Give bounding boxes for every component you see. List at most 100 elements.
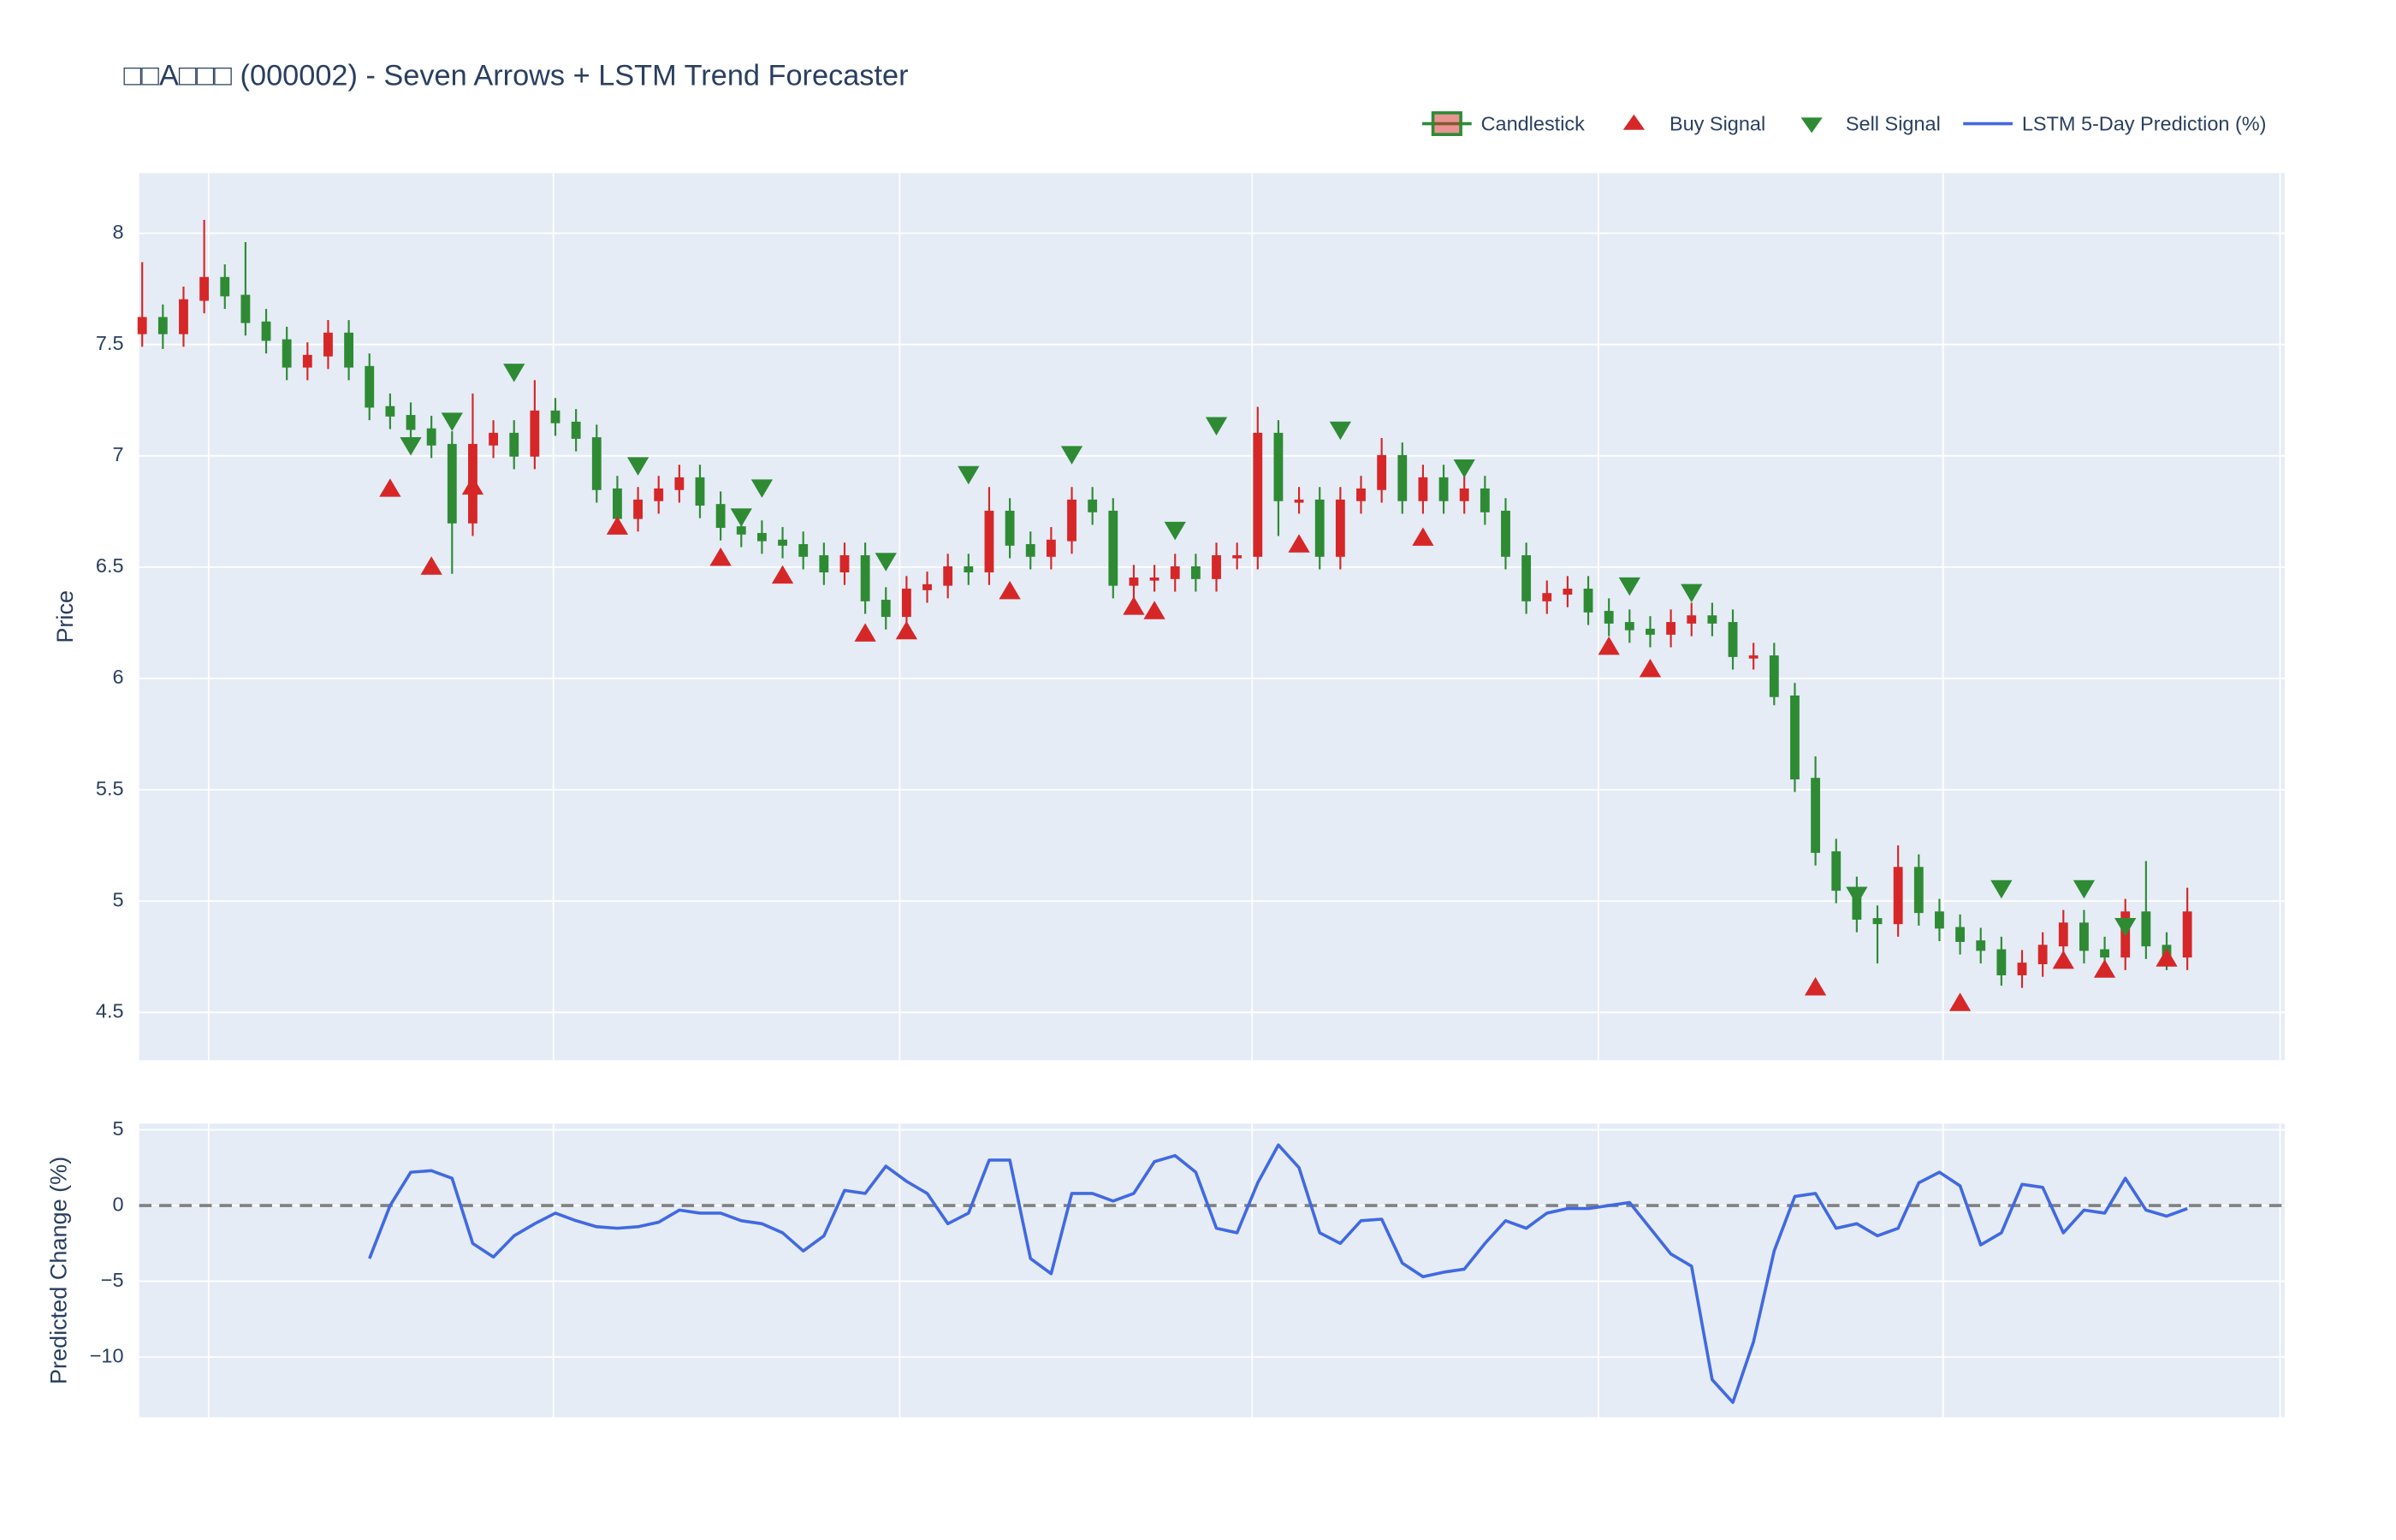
y-tick-label: 8 <box>112 221 123 243</box>
candle-body <box>1521 554 1532 601</box>
candle-body <box>2037 945 2048 964</box>
candle-body <box>1212 554 1221 579</box>
sell-signal <box>1990 880 2013 899</box>
sell-signal <box>503 364 525 382</box>
candle-body <box>1563 589 1573 595</box>
candle-body <box>1646 628 1655 635</box>
buy-signal <box>1123 596 1145 615</box>
candle-body <box>2058 922 2068 947</box>
sell-signal <box>1060 446 1083 465</box>
candle-body <box>1687 615 1697 624</box>
candle-body <box>819 554 829 573</box>
sell-signal <box>626 457 649 476</box>
prediction-plot-area <box>139 1123 2285 1418</box>
candle-body <box>984 510 994 573</box>
candle-body <box>1624 622 1634 631</box>
candle-body <box>756 532 767 542</box>
buy-signal <box>895 620 918 640</box>
candle-body <box>1356 488 1366 501</box>
prediction-line <box>368 1143 2188 1405</box>
candle-body <box>323 332 333 357</box>
candle-body <box>1872 918 1883 925</box>
sell-signal <box>958 465 980 485</box>
buy-signal <box>2156 948 2178 967</box>
candle-body <box>1604 611 1614 624</box>
candle-body <box>1728 622 1738 657</box>
candle-body <box>571 421 581 439</box>
candle-body <box>1831 851 1841 891</box>
candle-body <box>1893 867 1903 925</box>
sell-signal <box>1681 583 1703 603</box>
candle-body <box>137 317 147 335</box>
sell-signal <box>400 436 422 456</box>
candle-body <box>2141 911 2151 947</box>
candle-body <box>2182 911 2192 958</box>
buy-signal <box>2052 950 2074 969</box>
buy-signal <box>1143 601 1165 619</box>
candle-body <box>530 410 540 457</box>
sell-signal <box>1205 417 1228 436</box>
y-tick-label: 6 <box>112 666 123 688</box>
sell-signal <box>1453 459 1475 478</box>
chart-title: □□A□□□ (000002) - Seven Arrows + LSTM Tr… <box>124 59 909 92</box>
candle-body <box>1232 554 1242 559</box>
legend-candle <box>1431 111 1462 136</box>
candle-body <box>1996 949 2007 975</box>
buy-signal <box>420 556 442 575</box>
candle-body <box>1025 543 1035 557</box>
legend: Candlestick Buy Signal Sell Signal LSTM … <box>1421 111 2267 136</box>
candle-body <box>1067 499 1076 542</box>
candle-body <box>943 566 953 586</box>
buy-signal <box>1948 992 1972 1011</box>
y-tick-label: 5 <box>112 1117 123 1140</box>
sell-signal <box>2073 880 2096 899</box>
candle-body <box>302 354 312 368</box>
sell-signal <box>875 553 897 572</box>
buy-signal <box>1598 636 1620 655</box>
candle-body <box>1129 578 1139 586</box>
buy-signal <box>1639 658 1662 678</box>
candle-body <box>1583 589 1593 613</box>
sell-signal <box>1846 886 1868 906</box>
candle-body <box>695 477 705 506</box>
candle-body <box>385 406 395 417</box>
y-tick-label: 5.5 <box>96 777 124 799</box>
candle-body <box>1005 510 1015 546</box>
legend-label[interactable]: Candlestick <box>1481 113 1586 135</box>
buy-signal <box>1804 977 1827 996</box>
legend-label[interactable]: Buy Signal <box>1669 113 1765 135</box>
candle-body <box>179 299 188 335</box>
candle-body <box>1769 655 1779 697</box>
candle-body <box>715 504 726 528</box>
candle-body <box>1707 615 1717 624</box>
candle-body <box>1335 499 1345 557</box>
candle-body <box>1170 566 1180 579</box>
candle-body <box>406 415 416 430</box>
candle-body <box>922 583 932 590</box>
candle-body <box>426 428 436 446</box>
candle-body <box>860 554 870 601</box>
candle-body <box>1046 539 1056 557</box>
candle-body <box>881 600 891 618</box>
candle-body <box>839 554 850 573</box>
candle-body <box>1480 488 1490 512</box>
y-axis-title: Predicted Change (%) <box>45 1157 72 1384</box>
candle-body <box>1935 911 1944 929</box>
buy-signal <box>379 478 401 497</box>
candle-body <box>613 488 622 519</box>
buy-signal <box>771 565 794 584</box>
candle-body <box>509 432 519 457</box>
price-plot-area <box>139 173 2285 1061</box>
candle-body <box>447 443 457 524</box>
candle-body <box>2017 962 2027 975</box>
legend-buy <box>1622 114 1646 130</box>
sell-signal <box>730 508 752 527</box>
candle-body <box>736 526 746 535</box>
candle-body <box>1790 695 1800 779</box>
candle-body <box>1294 499 1304 503</box>
legend-label[interactable]: Sell Signal <box>1846 113 1941 135</box>
legend-label[interactable]: LSTM 5-Day Prediction (%) <box>2022 113 2267 135</box>
y-tick-label: 7 <box>112 443 123 465</box>
